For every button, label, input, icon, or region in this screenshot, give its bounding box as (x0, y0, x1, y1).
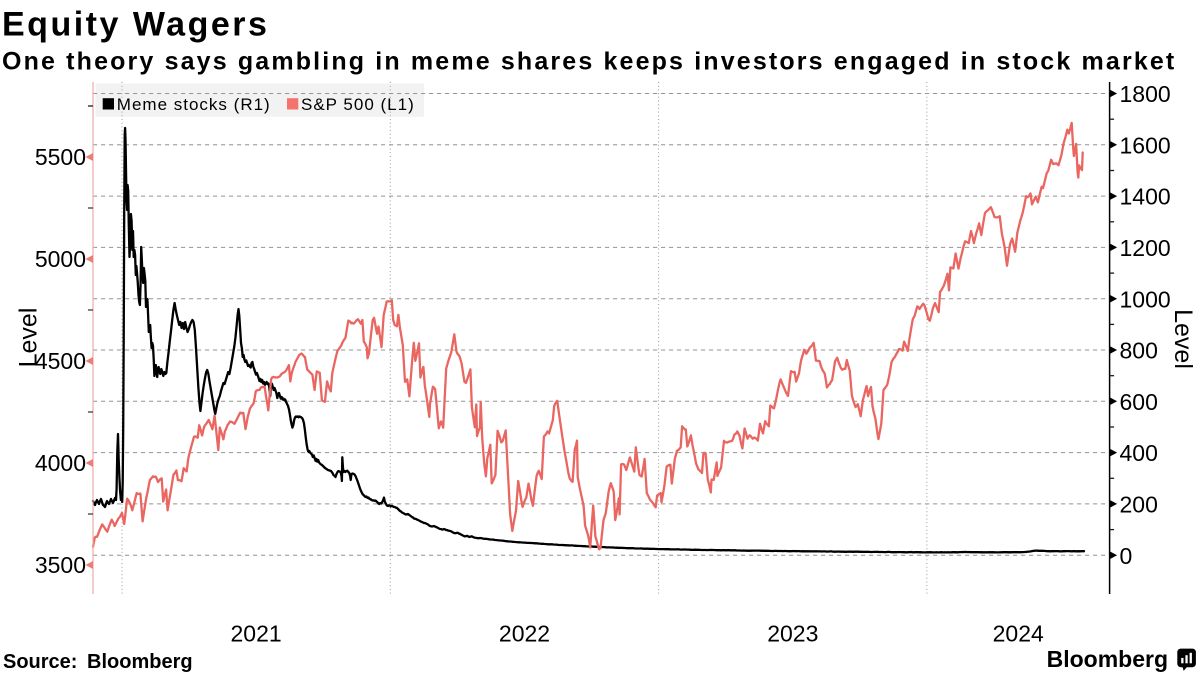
svg-text:One theory says gambling in me: One theory says gambling in meme shares … (2, 48, 1176, 76)
svg-text:2024: 2024 (993, 621, 1044, 647)
svg-text:5500: 5500 (35, 144, 86, 170)
svg-text:4500: 4500 (35, 348, 86, 374)
svg-text:Equity Wagers: Equity Wagers (2, 5, 269, 43)
svg-text:4000: 4000 (35, 450, 86, 476)
svg-text:1200: 1200 (1120, 235, 1171, 261)
svg-text:Level: Level (1169, 309, 1197, 369)
svg-text:1400: 1400 (1120, 184, 1171, 210)
svg-text:1000: 1000 (1120, 286, 1171, 312)
svg-text:Level: Level (15, 308, 43, 368)
svg-text:Source: Bloomberg: Source: Bloomberg (3, 651, 193, 673)
svg-text:S&P 500 (L1): S&P 500 (L1) (301, 95, 415, 114)
svg-text:5000: 5000 (35, 246, 86, 272)
svg-text:600: 600 (1120, 389, 1158, 415)
svg-text:2021: 2021 (231, 621, 282, 647)
svg-text:200: 200 (1120, 492, 1158, 518)
svg-text:0: 0 (1120, 543, 1133, 569)
svg-text:800: 800 (1120, 338, 1158, 364)
svg-text:Meme stocks (R1): Meme stocks (R1) (117, 95, 271, 114)
svg-text:1600: 1600 (1120, 132, 1171, 158)
svg-text:2022: 2022 (499, 621, 550, 647)
svg-text:1800: 1800 (1120, 81, 1171, 107)
svg-text:3500: 3500 (35, 552, 86, 578)
svg-text:Bloomberg: Bloomberg (1047, 646, 1168, 672)
svg-text:400: 400 (1120, 440, 1158, 466)
svg-text:2023: 2023 (767, 621, 818, 647)
